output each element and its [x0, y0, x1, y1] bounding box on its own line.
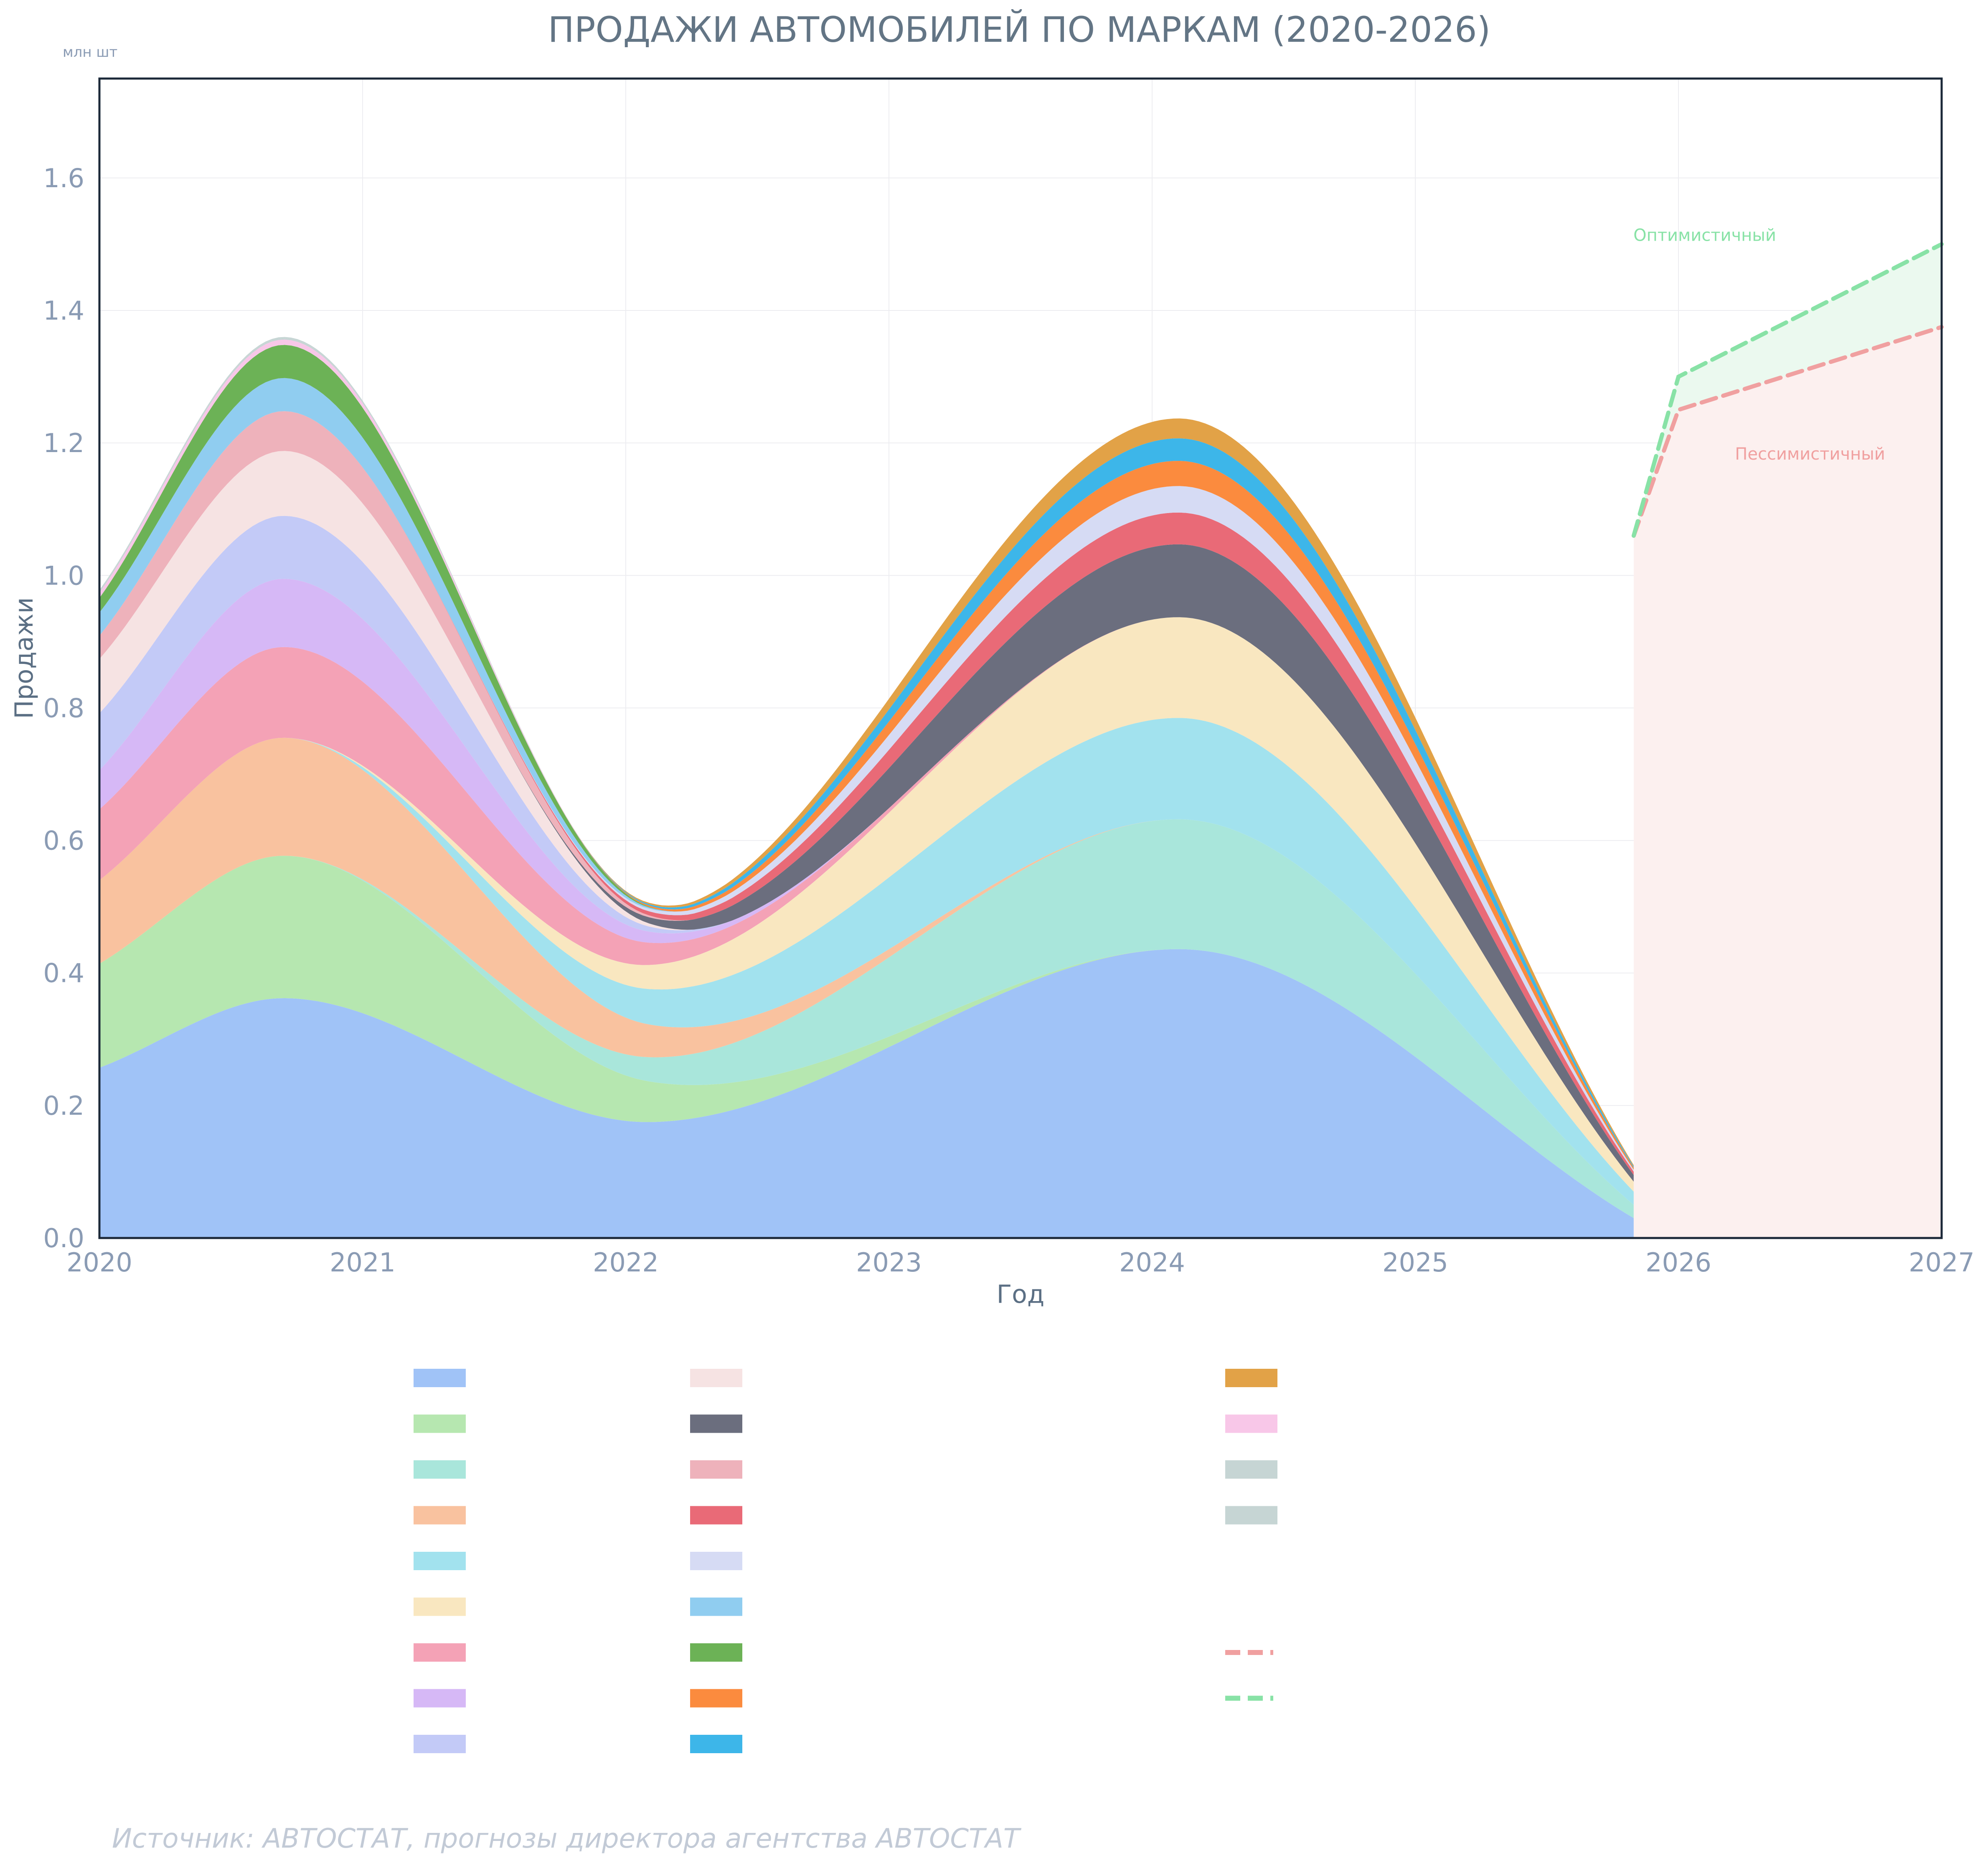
y-tick-label: 0.0 — [43, 1223, 84, 1253]
stacked-areas — [99, 337, 1634, 1238]
optimistic-band — [1633, 244, 1942, 536]
legend-swatch-15 — [690, 1597, 742, 1616]
series-area-5 — [99, 718, 1634, 1205]
series-area-1 — [99, 949, 1634, 1238]
legend-swatch-12 — [690, 1460, 742, 1479]
legend-swatch-10 — [690, 1369, 742, 1387]
x-tick-label: 2026 — [1645, 1247, 1711, 1278]
legend-swatch-5 — [414, 1552, 466, 1570]
chart-title: ПРОДАЖИ АВТОМОБИЛЕЙ ПО МАРКАМ (2020-2026… — [548, 9, 1491, 50]
x-tick-label: 2024 — [1119, 1247, 1185, 1278]
series-area-8 — [99, 579, 1634, 1182]
source-note: Источник: АВТОСТАТ, прогнозы директора а… — [112, 1823, 1022, 1854]
axis-ticks: 2020 2021 2022 2023 2024 2025 2026 2027 0.0 0.2 0.… — [43, 163, 1975, 1278]
legend-swatch-13 — [690, 1506, 742, 1525]
optimistic-label: Оптимистичный — [1633, 226, 1776, 245]
y-tick-label: 1.6 — [43, 163, 84, 193]
y-tick-label: 1.2 — [43, 428, 84, 458]
series-area-7 — [99, 617, 1634, 1182]
legend-swatch-14 — [690, 1552, 742, 1570]
forecast-scenarios: Оптимистичный Пессимистичный — [1631, 226, 1944, 1238]
legend-swatch-20 — [1225, 1414, 1277, 1433]
y-tick-label: 0.4 — [43, 958, 84, 989]
legend-swatch-2 — [414, 1414, 466, 1433]
series-area-11 — [99, 451, 1634, 1182]
legend-swatch-7 — [414, 1643, 466, 1662]
series-area-3 — [99, 819, 1634, 1218]
series-area-4 — [99, 737, 1634, 1205]
x-tick-label: 2023 — [856, 1247, 922, 1278]
plot-frame — [98, 77, 1943, 1239]
optimistic-line — [1631, 242, 1944, 538]
y-tick-label: 0.8 — [43, 693, 84, 723]
x-tick-label: 2027 — [1909, 1247, 1975, 1278]
pessimistic-line — [1631, 325, 1944, 538]
legend-swatch-11 — [690, 1414, 742, 1433]
y-tick-label: 0.2 — [43, 1091, 84, 1121]
series-area-10 — [99, 451, 1634, 1182]
legend-swatch-22 — [1225, 1506, 1277, 1525]
pessimistic-band — [1633, 327, 1942, 1238]
legend-swatch-17 — [690, 1689, 742, 1708]
legend-swatch-3 — [414, 1460, 466, 1479]
legend-swatch-6 — [414, 1597, 466, 1616]
y-axis-title: Продажи — [10, 597, 39, 719]
x-axis-title: Год — [997, 1280, 1045, 1309]
legend-swatch-4 — [414, 1506, 466, 1525]
series-area-9 — [99, 516, 1634, 1182]
x-tick-label: 2025 — [1382, 1247, 1448, 1278]
y-tick-label: 1.0 — [43, 560, 84, 591]
x-tick-label: 2022 — [593, 1247, 659, 1278]
pessimistic-label: Пессимистичный — [1735, 445, 1885, 464]
y-tick-label: 0.6 — [43, 826, 84, 856]
y-tick-label: 1.4 — [43, 295, 84, 326]
legend — [414, 1369, 1277, 1753]
x-tick-label: 2020 — [66, 1247, 132, 1278]
legend-swatch-18 — [690, 1735, 742, 1753]
legend-swatch-1 — [414, 1369, 466, 1387]
series-area-17 — [99, 345, 1634, 1170]
legend-swatch-16 — [690, 1643, 742, 1662]
series-area-2 — [99, 856, 1634, 1218]
legend-swatch-21 — [1225, 1460, 1277, 1479]
x-tick-label: 2021 — [330, 1247, 396, 1278]
legend-swatch-19 — [1225, 1369, 1277, 1387]
unit-label: млн шт — [63, 44, 117, 61]
legend-swatch-8 — [414, 1689, 466, 1708]
legend-swatch-9 — [414, 1735, 466, 1753]
